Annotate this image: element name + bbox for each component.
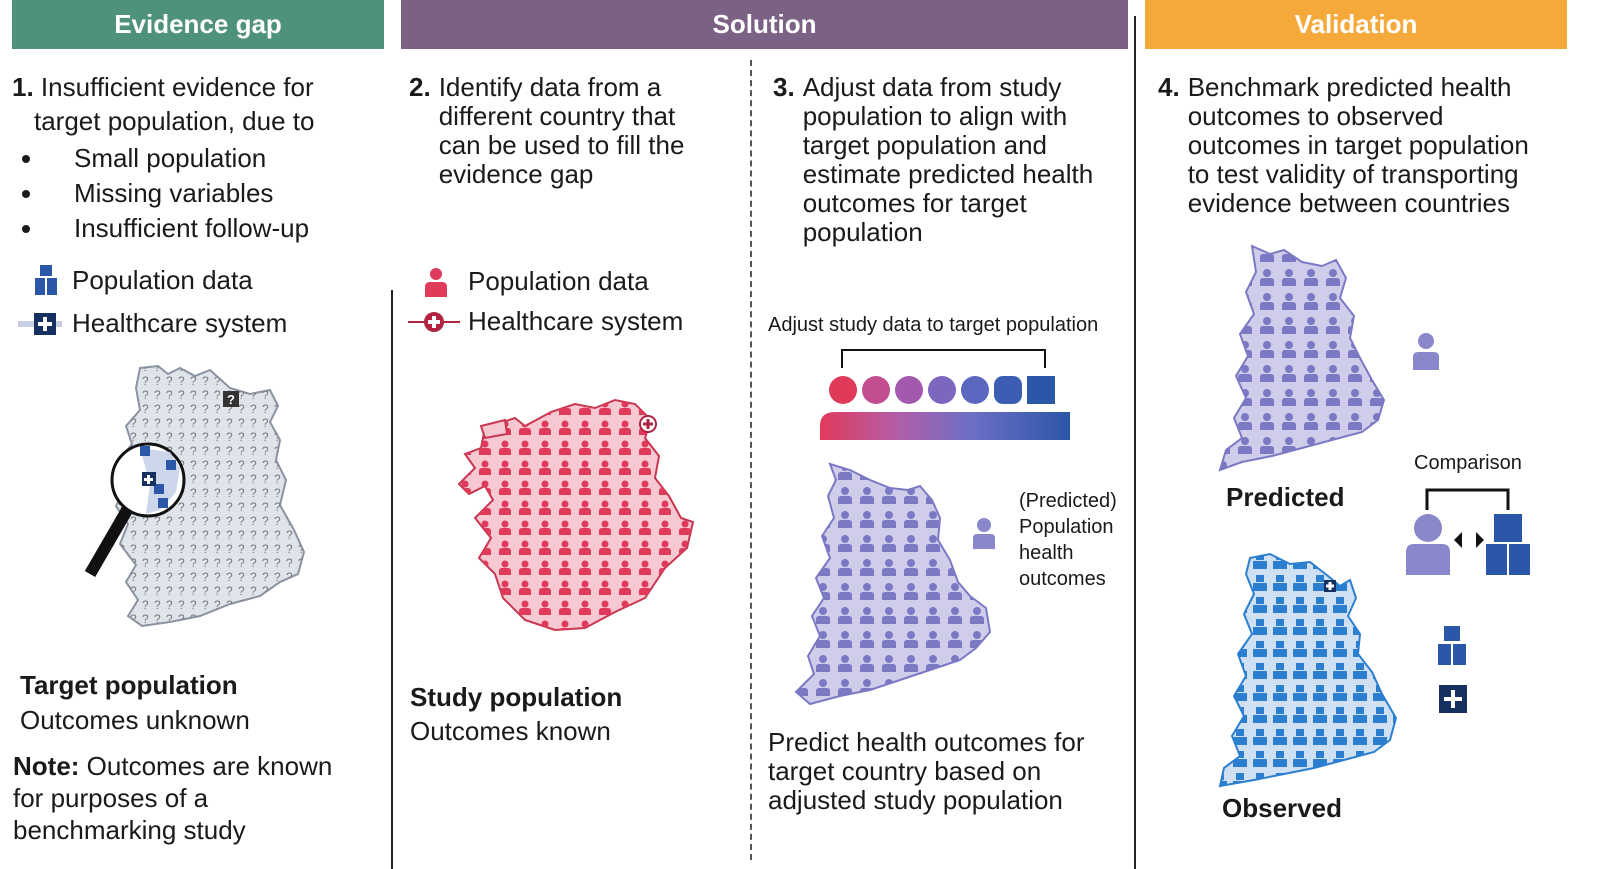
divider-dashed: [750, 60, 752, 860]
observed-healthcare-icon: [1439, 685, 1467, 713]
observed-map: [1218, 552, 1398, 788]
note-text: Note: Outcomes are known for purposes of…: [13, 750, 332, 846]
blue-population-icon: [35, 265, 57, 295]
step3-number: 3.: [773, 72, 795, 102]
step2-number: 2.: [409, 72, 431, 102]
note-line1: Outcomes are known: [86, 751, 333, 781]
legend-healthcare-label: Healthcare system: [72, 308, 288, 338]
red-healthcare-icon: [408, 311, 460, 332]
side-line: health: [1019, 542, 1074, 564]
note-label: Note:: [13, 751, 80, 781]
legend-population-label: Population data: [72, 264, 253, 295]
step4-line: to test validity of transporting: [1187, 159, 1519, 189]
predicted-adjusted-map: [794, 462, 992, 706]
step4-line: Benchmark predicted health: [1187, 72, 1512, 102]
step3-line: Adjust data from study: [802, 72, 1062, 102]
step4-line: evidence between countries: [1187, 188, 1511, 218]
side-line: (Predicted): [1019, 490, 1117, 512]
step1-text: 1. Insufficient evidence for target popu…: [12, 73, 382, 136]
target-population-map: ? ?: [84, 364, 306, 628]
comparison-label: Comparison: [1414, 452, 1522, 474]
adjustment-gradient-figure: [820, 349, 1070, 440]
target-population-subtitle: Outcomes unknown: [20, 705, 250, 735]
comparison-figure: [1406, 488, 1530, 575]
step2-line: Identify data from a: [438, 72, 662, 102]
blue-healthcare-icon: [18, 312, 62, 335]
step3-line: estimate predicted health: [802, 159, 1094, 189]
bottom-line: target country based on: [768, 756, 1042, 786]
side-line: Population: [1019, 516, 1114, 538]
step3-line: population to align with: [802, 101, 1068, 131]
bottom-line: Predict health outcomes for: [768, 727, 1085, 757]
step3-text: 3. Adjust data from study population to …: [773, 73, 1093, 247]
legend-population-red: Population data: [424, 266, 649, 297]
step2-line: evidence gap: [438, 159, 594, 189]
step2-line: different country that: [438, 101, 676, 131]
study-population-subtitle: Outcomes known: [410, 716, 611, 746]
predicted-person-icon: [973, 518, 995, 549]
step2-line: can be used to fill the: [438, 130, 685, 160]
divider-right: [1134, 16, 1136, 869]
side-line: outcomes: [1019, 568, 1106, 590]
predicted-label: Predicted: [1226, 482, 1345, 512]
validation-header: Validation: [1145, 0, 1567, 49]
bullet-item: Missing variables: [4, 176, 309, 211]
divider-left: [391, 290, 393, 869]
observed-population-icon: [1438, 626, 1466, 665]
step1-bullets: Small population Missing variables Insuf…: [4, 141, 309, 246]
target-population-title: Target population: [20, 670, 238, 700]
predicted-person-icon: [1413, 333, 1439, 370]
bottom-line: adjusted study population: [768, 785, 1063, 815]
step3-line: outcomes for target: [802, 188, 1027, 218]
predicted-map: [1218, 244, 1386, 472]
step4-line: outcomes in target population: [1187, 130, 1529, 160]
note-line2: for purposes of a: [13, 783, 209, 813]
legend-healthcare-red: Healthcare system: [408, 306, 683, 337]
legend-healthcare-label: Healthcare system: [468, 306, 684, 336]
study-population-map: [457, 398, 695, 632]
legend-healthcare-blue: Healthcare system: [18, 308, 287, 339]
step1-line2: target population, due to: [34, 106, 315, 136]
solution-header: Solution: [401, 0, 1128, 49]
step2-text: 2. Identify data from a different countr…: [409, 73, 684, 189]
predicted-outcomes-label: (Predicted) Population health outcomes: [1019, 488, 1117, 592]
legend-population-blue: Population data: [34, 264, 253, 296]
bullet-item: Small population: [4, 141, 309, 176]
adjust-label: Adjust study data to target population: [768, 314, 1099, 336]
step1-number: 1.: [12, 72, 34, 102]
legend-population-label: Population data: [468, 266, 649, 296]
red-population-icon: [425, 267, 447, 297]
bullet-item: Insufficient follow-up: [4, 211, 309, 246]
step4-line: outcomes to observed: [1187, 101, 1444, 131]
note-line3: benchmarking study: [13, 815, 246, 845]
step3-line: population: [802, 217, 923, 247]
evidence-gap-header: Evidence gap: [12, 0, 384, 49]
step3-line: target population and: [802, 130, 1047, 160]
step1-line1: Insufficient evidence for: [40, 72, 314, 102]
step3-bottom-text: Predict health outcomes for target count…: [768, 728, 1085, 815]
study-population-title: Study population: [410, 682, 623, 712]
step4-text: 4. Benchmark predicted health outcomes t…: [1158, 73, 1529, 218]
step4-number: 4.: [1158, 72, 1180, 102]
map-question-badge: ?: [227, 392, 235, 407]
observed-label: Observed: [1222, 793, 1342, 823]
